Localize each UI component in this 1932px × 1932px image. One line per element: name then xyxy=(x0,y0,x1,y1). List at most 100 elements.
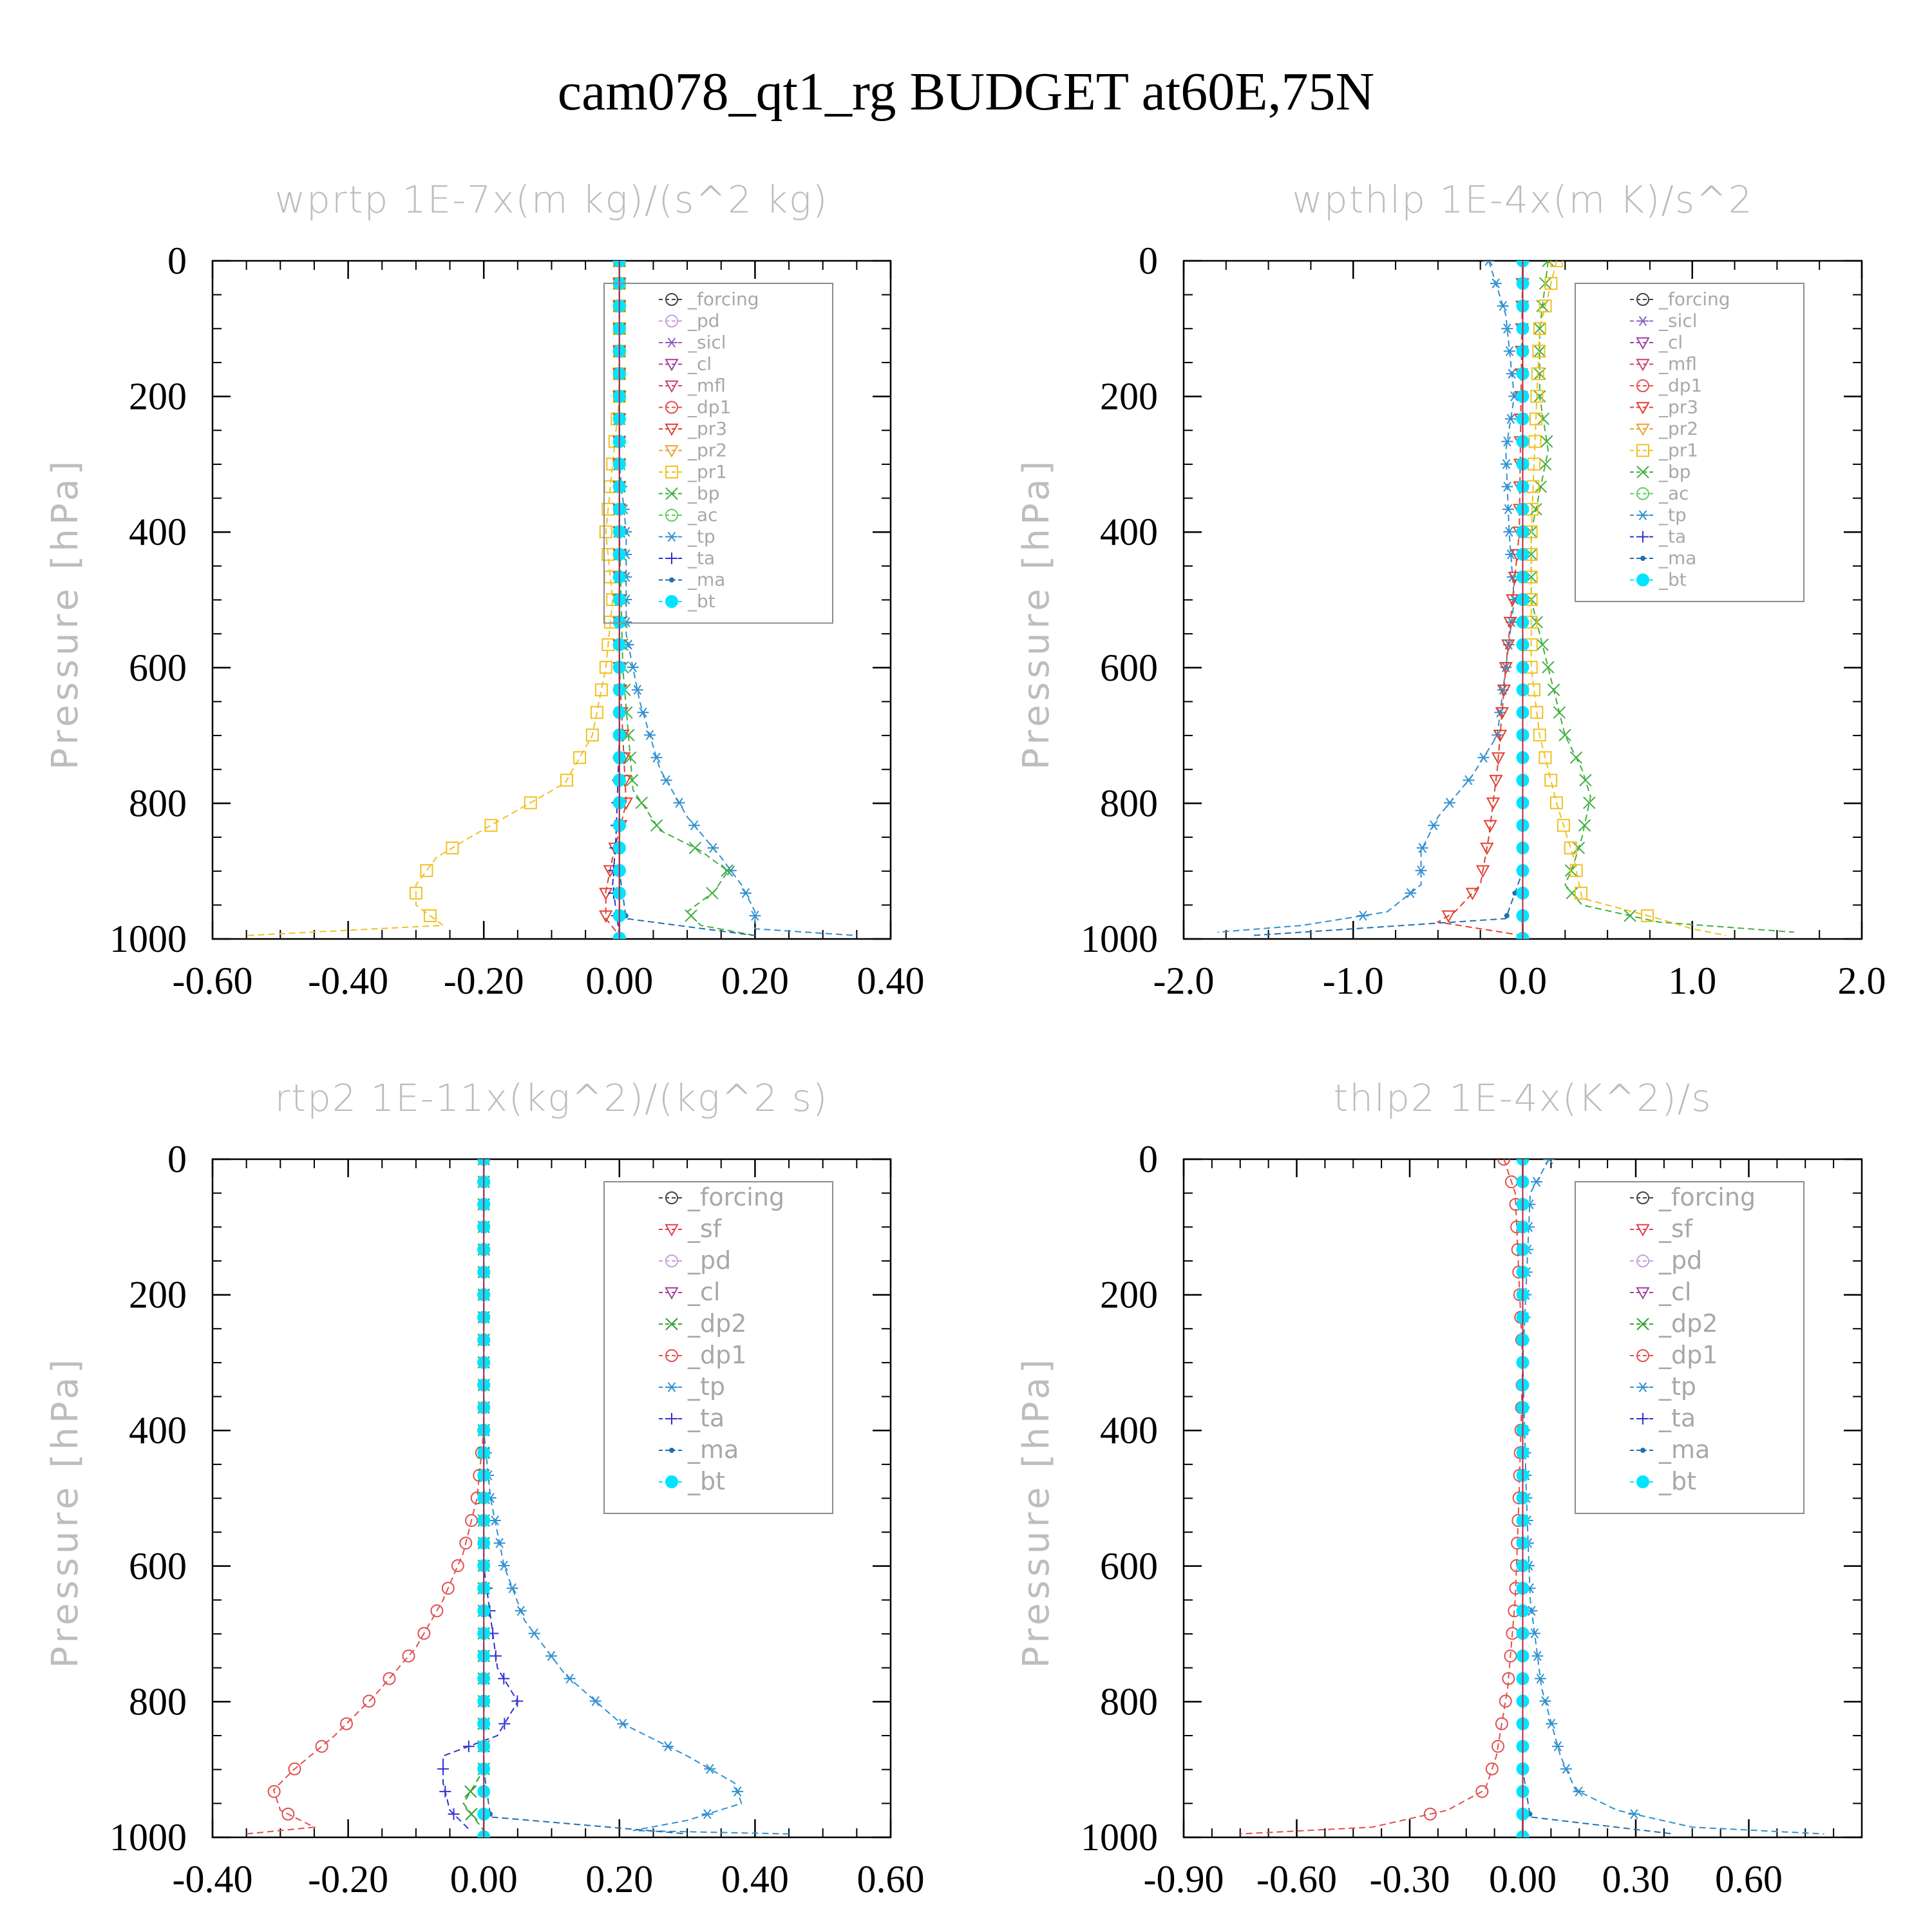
data-point-pr1 xyxy=(1544,773,1558,787)
legend-label: _pr1 xyxy=(1658,440,1698,461)
legend-marker-cl xyxy=(665,1287,679,1300)
legend-marker-ta xyxy=(666,1413,677,1425)
data-point-tp xyxy=(1551,1741,1564,1752)
legend-label: _pd xyxy=(1658,1246,1702,1274)
series-line-tp xyxy=(618,261,857,936)
legend-item-bt: _bt xyxy=(659,1467,725,1495)
legend-marker-cl xyxy=(1636,337,1650,350)
legend-item-tp: _tp xyxy=(659,526,715,547)
legend-item-dp1: _dp1 xyxy=(659,397,731,418)
legend-item-bp: _bp xyxy=(659,483,720,504)
series-group xyxy=(246,261,857,939)
legend-marker-pd xyxy=(665,314,678,328)
data-point-tp xyxy=(650,752,663,763)
legend-marker-sf xyxy=(1636,1224,1650,1237)
legend-item-cl: _cl xyxy=(1630,332,1683,353)
series-line-tp xyxy=(483,1159,790,1835)
legend-item-ma: _ma xyxy=(659,569,725,591)
data-point-pr1 xyxy=(1557,819,1570,832)
legend-item-ta: _ta xyxy=(659,1404,724,1432)
x-tick-label: 0.40 xyxy=(857,960,925,1002)
legend-marker-sicl xyxy=(1637,316,1649,327)
data-point-bp xyxy=(688,841,702,855)
y-tick-label: 200 xyxy=(129,1274,187,1316)
legend: _forcing _sf _pd _cl _dp2 _dp1 _tp _ta _ma _bt xyxy=(603,1181,833,1514)
data-point-pr3 xyxy=(1499,661,1513,675)
data-point-bp xyxy=(1537,412,1549,426)
y-tick-label: 800 xyxy=(129,782,187,824)
legend-item-mfl: _mfl xyxy=(1630,354,1697,375)
legend-item-cl: _cl xyxy=(1630,1278,1691,1306)
data-point-ta xyxy=(498,1672,510,1685)
x-tick-label: -0.40 xyxy=(308,960,388,1002)
x-tick-label: 0.60 xyxy=(857,1858,925,1900)
legend-item-dp1: _dp1 xyxy=(1630,1341,1718,1369)
data-point-tp xyxy=(1482,261,1495,266)
legend-label: _sicl xyxy=(1658,310,1698,332)
y-tick-label: 200 xyxy=(1100,375,1158,418)
data-point-tp xyxy=(704,1763,716,1774)
series-markers-tp xyxy=(1357,261,1520,921)
data-point-tp xyxy=(749,911,761,921)
series-markers-bp xyxy=(1524,261,1636,922)
data-point-pr1 xyxy=(1539,751,1552,764)
legend-marker-ac xyxy=(1636,487,1649,500)
legend-label: _pr2 xyxy=(687,440,727,461)
x-tick-label: -0.90 xyxy=(1144,1858,1224,1900)
series-markers-pr1 xyxy=(409,261,626,922)
legend-marker-tp xyxy=(1637,1382,1649,1392)
data-point-pr1 xyxy=(1533,322,1546,336)
y-tick-label: 400 xyxy=(129,1409,187,1452)
x-tick-label: -0.30 xyxy=(1370,1858,1450,1900)
data-point-tp xyxy=(662,1741,674,1752)
x-tick-label: 0.00 xyxy=(585,960,653,1002)
legend-marker-bt xyxy=(665,595,678,608)
data-point-ta xyxy=(498,1718,511,1730)
legend-label: _mfl xyxy=(687,375,726,396)
data-point-dp1 xyxy=(465,1514,478,1528)
legend-label: _bt xyxy=(687,591,715,612)
legend-item-forcing: _forcing xyxy=(1630,1183,1756,1211)
x-tick-label: -0.60 xyxy=(173,960,253,1002)
legend-marker-dp2 xyxy=(665,1318,678,1331)
legend-item-bt: _bt xyxy=(1630,1467,1696,1495)
series-markers-tp xyxy=(1517,1159,1640,1819)
data-point-tp xyxy=(528,1628,540,1639)
legend-item-forcing: _forcing xyxy=(1630,289,1730,310)
data-point-bp xyxy=(1533,390,1546,403)
series-line-tp xyxy=(1522,1159,1824,1835)
data-point-tp xyxy=(1497,301,1509,311)
legend-marker-dp1 xyxy=(665,1349,678,1362)
data-point-pr3 xyxy=(1493,730,1508,743)
legend-label: _dp2 xyxy=(1658,1309,1718,1338)
data-point-dp2 xyxy=(464,1785,477,1798)
data-point-ta xyxy=(439,1785,451,1797)
legend-label: _cl xyxy=(1658,332,1683,353)
x-tick-label: 2.0 xyxy=(1838,960,1886,1002)
data-point-tp xyxy=(1477,752,1490,763)
legend-item-bp: _bp xyxy=(1630,461,1691,482)
legend-label: _bt xyxy=(687,1467,725,1495)
legend-marker-ta xyxy=(1637,1413,1649,1425)
legend-label: _dp1 xyxy=(1658,1341,1718,1369)
series-markers-dp1 xyxy=(267,1159,491,1821)
legend-item-pr2: _pr2 xyxy=(1630,418,1698,439)
data-point-tp xyxy=(1506,368,1518,379)
legend-marker-sf xyxy=(665,1224,679,1237)
data-point-pr1 xyxy=(1539,299,1552,313)
data-point-dp1 xyxy=(1423,1807,1437,1821)
y-tick-label: 400 xyxy=(129,511,187,553)
legend-item-forcing: _forcing xyxy=(659,289,759,310)
chart-panel-1: wprtp 1E-7x(m kg)/(s^2 kg) Pressure [hPa]… xyxy=(44,178,925,1002)
data-point-pr3 xyxy=(1501,639,1515,652)
data-point-dp1 xyxy=(1497,1159,1511,1166)
data-point-pr1 xyxy=(1529,412,1542,426)
series-line-pr1 xyxy=(1530,261,1727,936)
data-point-tp xyxy=(1530,1177,1542,1187)
legend-marker-pd xyxy=(665,1255,678,1267)
legend-marker-bp xyxy=(665,487,678,500)
legend-marker-tp xyxy=(1637,510,1649,520)
data-point-dp1 xyxy=(363,1694,376,1708)
legend-item-dp1: _dp1 xyxy=(1630,375,1702,396)
legend-item-ma: _ma xyxy=(659,1435,739,1464)
